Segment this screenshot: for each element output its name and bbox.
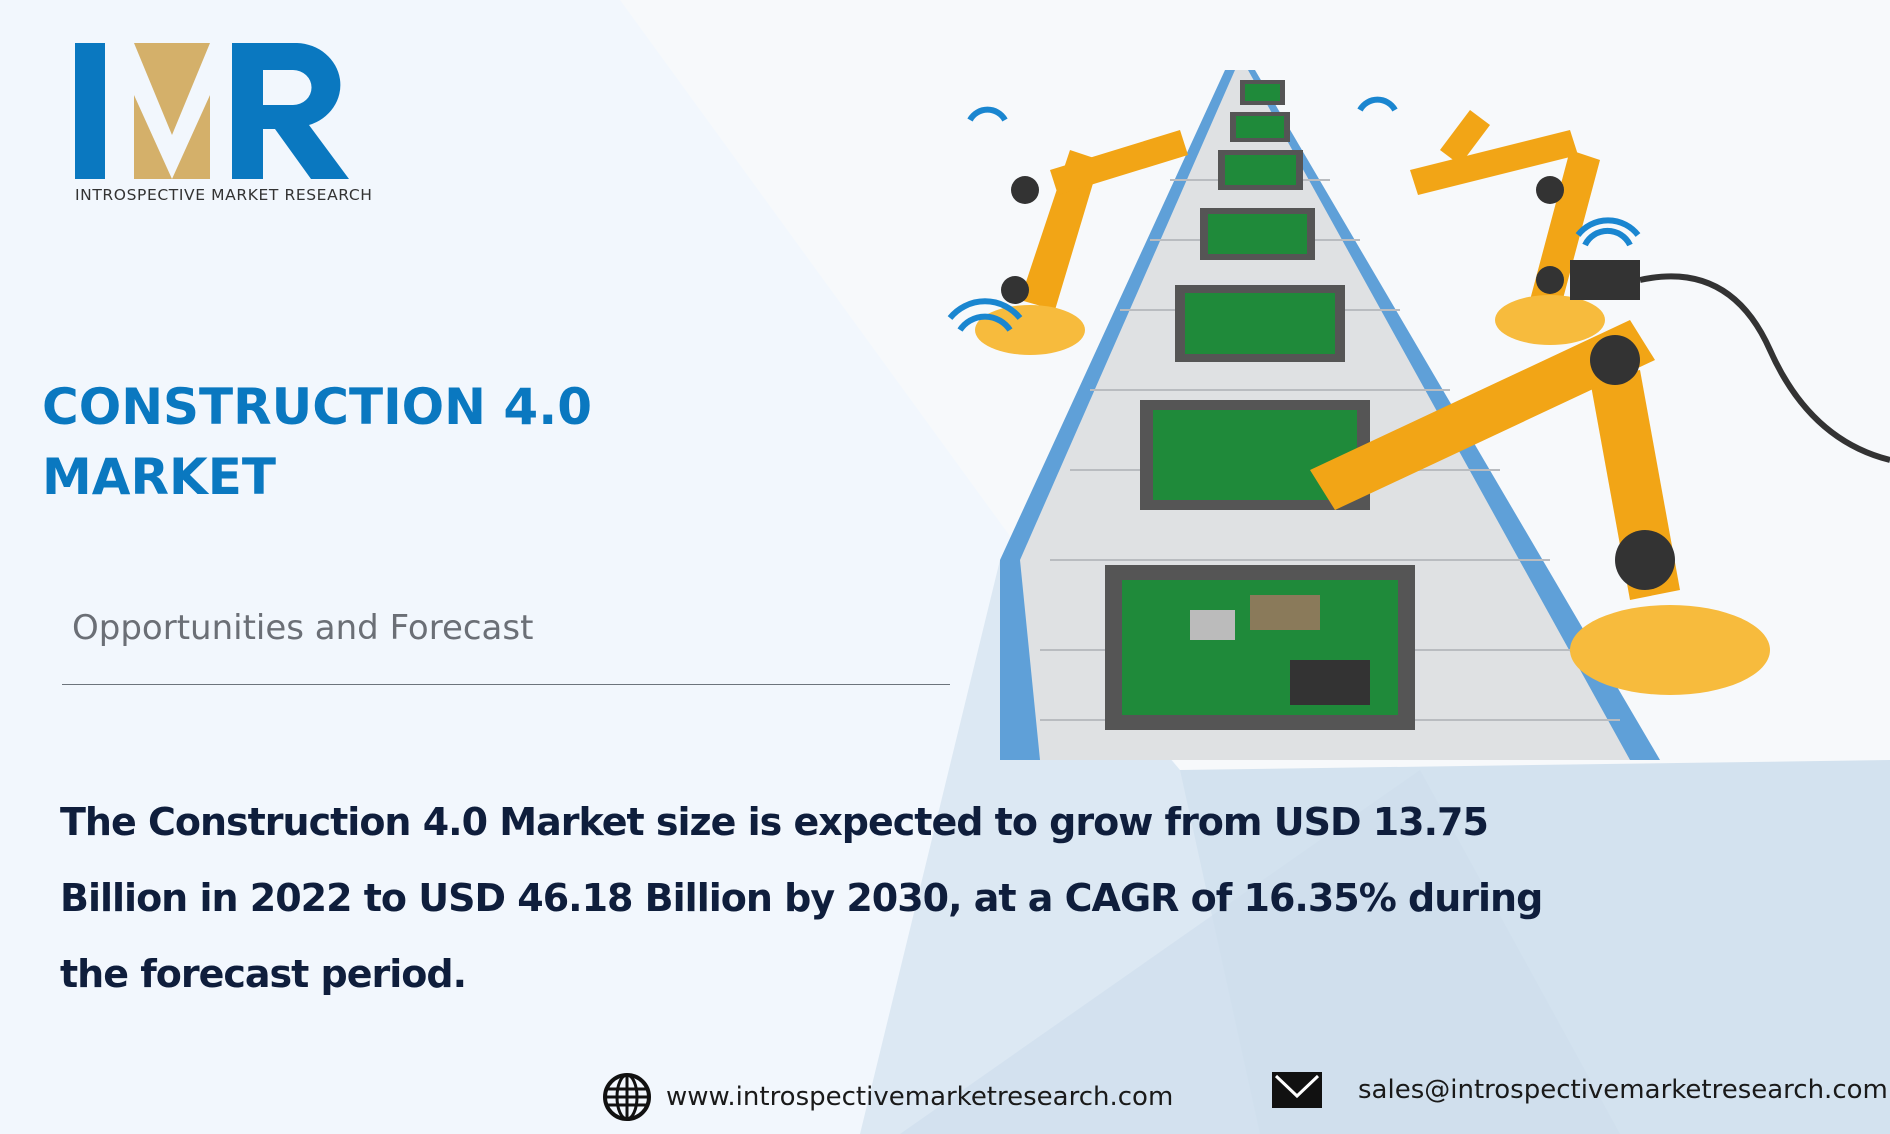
market-summary: The Construction 4.0 Market size is expe… [60,800,1543,996]
envelope-icon [1272,1072,1322,1108]
subtitle: Opportunities and Forecast [72,608,534,648]
title-line-2: MARKET [42,448,276,506]
title-line-1: CONSTRUCTION 4.0 [42,378,592,436]
email-link[interactable]: sales@introspectivemarketresearch.com [1358,1075,1888,1105]
page-title: CONSTRUCTION 4.0 MARKET [42,372,592,512]
globe-icon [603,1073,651,1121]
website-link[interactable]: www.introspectivemarketresearch.com [666,1082,1174,1112]
email-contact[interactable]: sales@introspectivemarketresearch.com [1272,1072,1888,1108]
website-contact[interactable]: www.introspectivemarketresearch.com [602,1072,1173,1122]
logo-tagline: INTROSPECTIVE MARKET RESEARCH [75,186,373,204]
factory-automation-illustration [947,70,1890,760]
imr-logo [75,43,349,179]
divider [62,684,950,685]
